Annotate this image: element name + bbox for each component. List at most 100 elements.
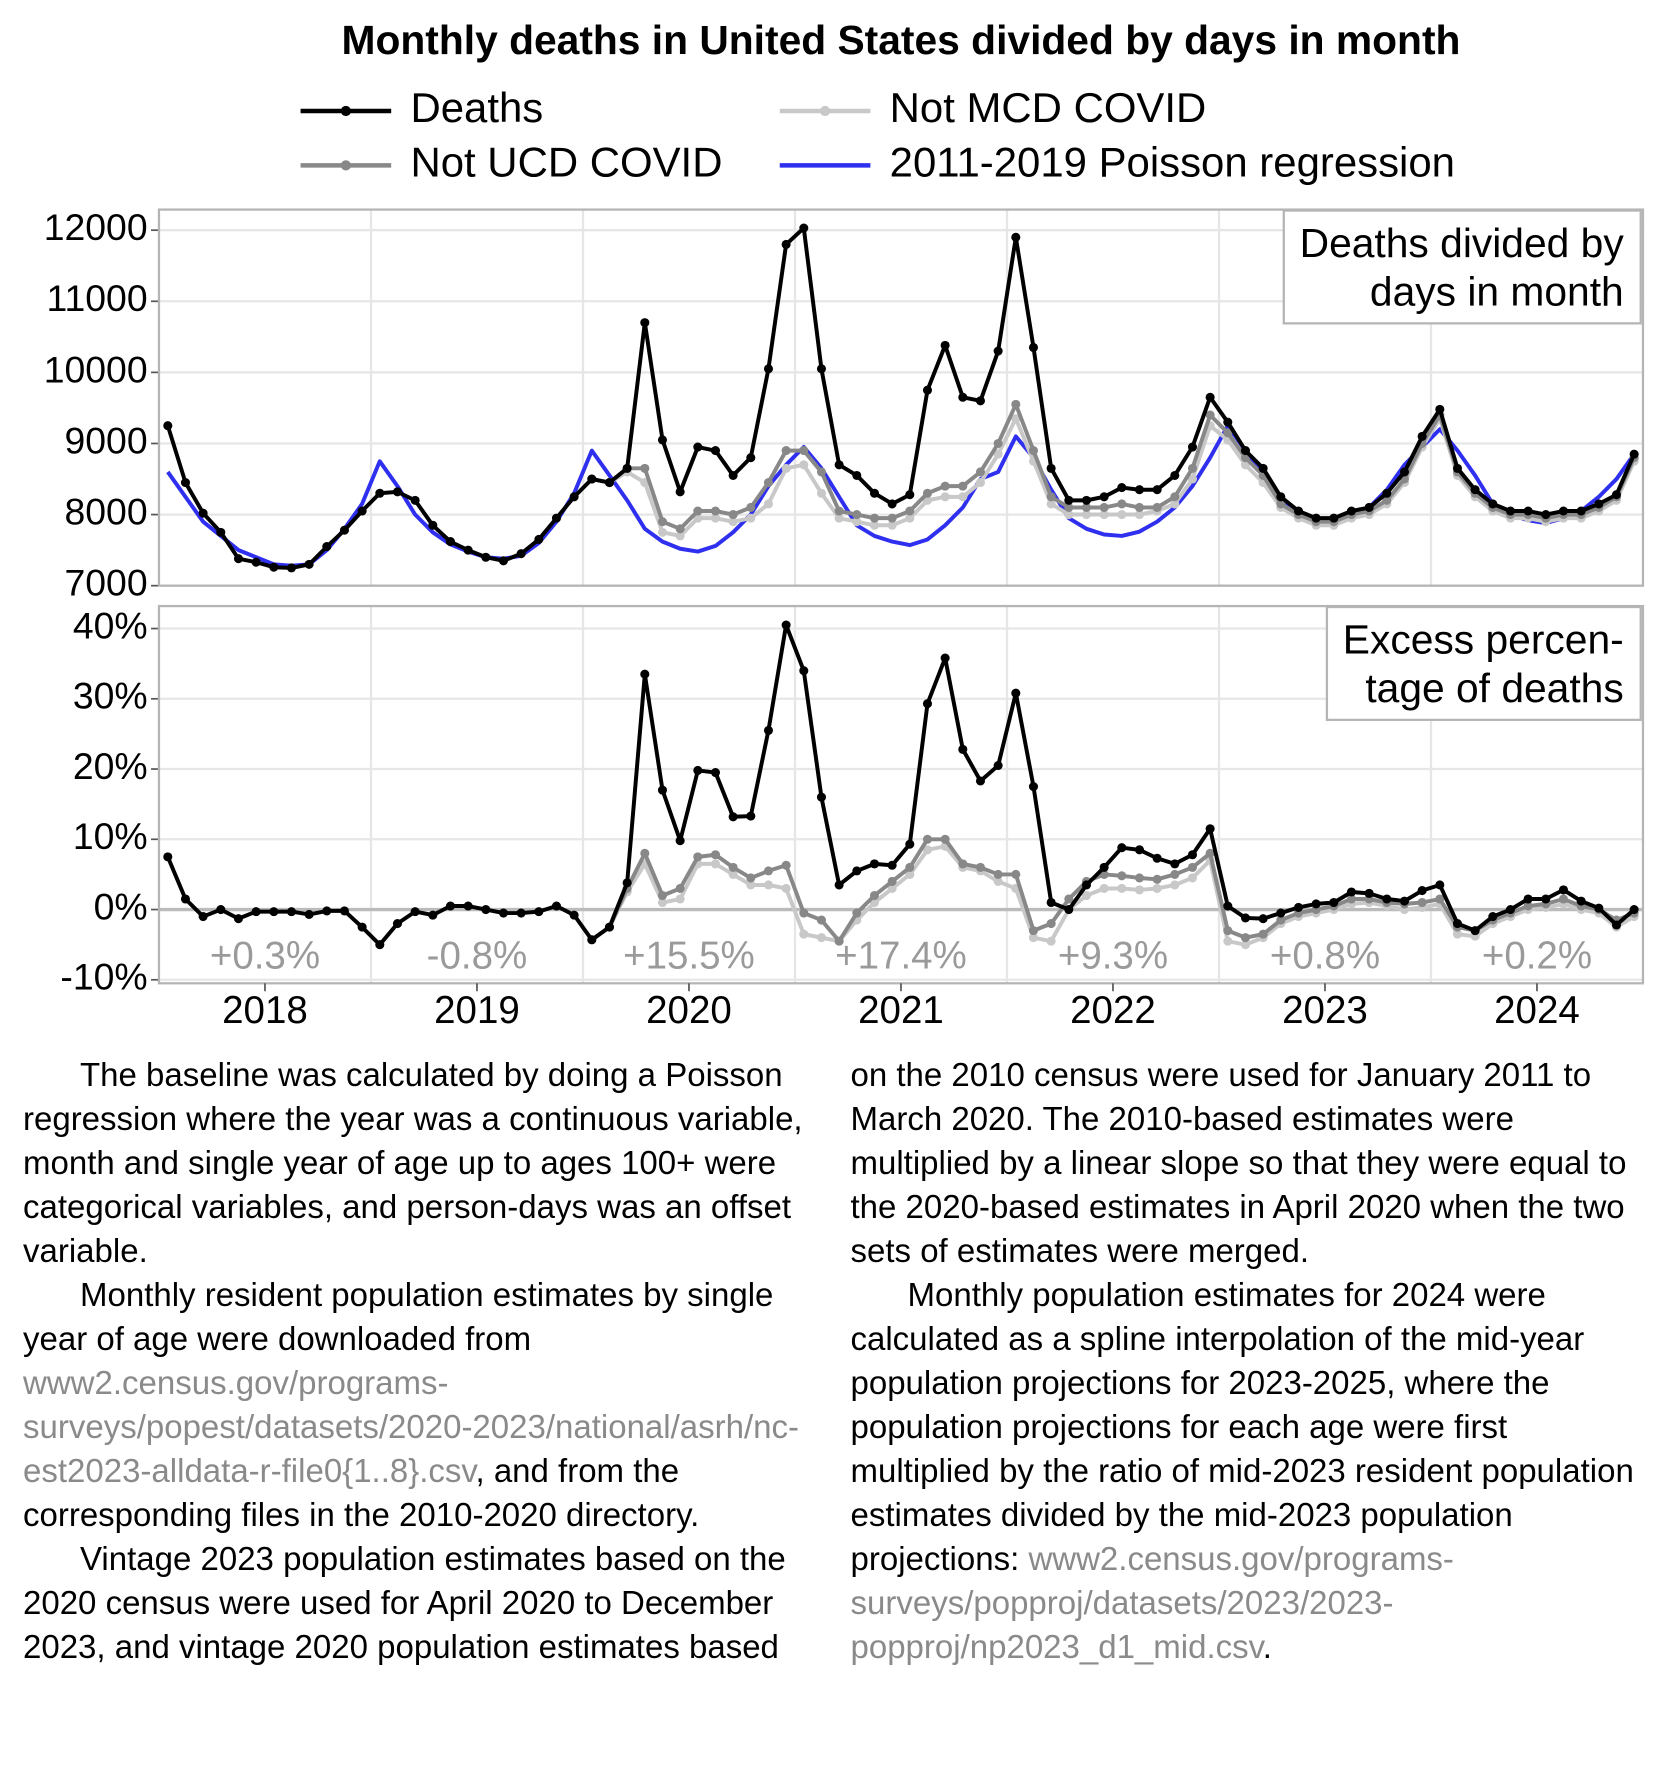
point — [622, 463, 632, 473]
point — [1046, 936, 1056, 946]
point — [922, 385, 933, 395]
text: , and from the corresponding files in th… — [23, 1452, 700, 1533]
point — [1064, 510, 1074, 520]
annotation: +0.2% — [1482, 935, 1592, 978]
point — [657, 435, 668, 445]
paragraph: Vintage 2023 population estimates based … — [23, 1053, 1650, 1669]
chart: Monthly deaths in United States divided … — [44, 17, 1645, 1032]
point — [445, 537, 455, 547]
point — [1152, 485, 1162, 495]
point — [834, 936, 844, 946]
point — [869, 520, 880, 530]
point — [286, 563, 296, 573]
point — [1594, 903, 1604, 913]
point — [1364, 888, 1374, 898]
point — [1117, 499, 1127, 509]
point — [1558, 506, 1569, 516]
point — [958, 492, 968, 502]
point — [746, 502, 756, 512]
point — [852, 517, 862, 527]
point — [1523, 506, 1533, 516]
notes: The baseline was calculated by doing a P… — [0, 1049, 1666, 1775]
point — [481, 905, 491, 915]
point — [304, 559, 314, 569]
point — [1488, 912, 1498, 922]
link: www2.census.gov/programs-surveys/popest/… — [23, 1364, 799, 1489]
point — [887, 520, 897, 530]
legend-label: Deaths — [410, 84, 543, 131]
text: Monthly population estimates for 2024 we… — [850, 1276, 1634, 1577]
point — [975, 776, 986, 786]
text: Monthly resident population estimates by… — [23, 1276, 774, 1357]
point — [1064, 894, 1074, 904]
panel-label-box — [1282, 209, 1642, 325]
point — [1417, 431, 1427, 441]
point — [1134, 845, 1145, 855]
point — [339, 525, 349, 535]
point — [1417, 886, 1427, 896]
point — [1170, 499, 1180, 509]
point — [428, 520, 438, 530]
point — [269, 562, 279, 572]
point — [1258, 463, 1268, 473]
point — [534, 907, 544, 917]
point — [763, 364, 774, 374]
series-line — [166, 423, 1636, 568]
point — [1011, 688, 1021, 698]
text: . — [1262, 1628, 1272, 1665]
panel-label-line: tage of deaths — [1365, 665, 1623, 711]
x-tick-label: 2020 — [646, 989, 732, 1032]
point — [1064, 905, 1074, 915]
point — [1629, 905, 1639, 915]
point — [1240, 933, 1251, 943]
point — [1276, 915, 1286, 925]
point — [1028, 342, 1039, 353]
point — [746, 873, 756, 883]
point — [1028, 926, 1039, 936]
point — [834, 460, 844, 470]
point — [1152, 853, 1162, 863]
point — [816, 467, 827, 477]
point — [1046, 492, 1056, 502]
point — [357, 506, 367, 516]
point — [1611, 920, 1622, 930]
point — [763, 880, 774, 890]
point — [1382, 495, 1392, 505]
point — [693, 765, 703, 775]
point — [993, 760, 1003, 771]
point — [1576, 896, 1586, 906]
point — [1223, 417, 1233, 427]
point — [905, 839, 915, 849]
point — [1240, 446, 1251, 456]
point — [1099, 502, 1109, 512]
point — [322, 906, 332, 916]
point — [1594, 499, 1604, 509]
point — [1134, 873, 1145, 883]
point — [940, 653, 950, 663]
point — [604, 922, 614, 932]
point — [852, 908, 862, 918]
point — [1223, 926, 1233, 936]
point — [693, 852, 703, 862]
point — [375, 940, 385, 950]
point — [993, 876, 1003, 886]
panel-label-line: Deaths divided by — [1300, 220, 1625, 266]
point — [587, 935, 597, 945]
point — [922, 488, 933, 498]
point — [1399, 896, 1410, 906]
point — [1576, 506, 1586, 516]
point — [975, 478, 986, 488]
point — [640, 318, 650, 328]
paragraph: The baseline was calculated by doing a P… — [23, 1053, 823, 1273]
point — [763, 499, 774, 509]
y-tick-label: 9000 — [64, 419, 147, 461]
point — [1152, 502, 1162, 512]
point — [657, 897, 668, 908]
point — [958, 481, 968, 491]
point — [410, 495, 420, 505]
point — [180, 894, 190, 904]
point — [1558, 885, 1569, 895]
point — [781, 883, 791, 893]
point — [1046, 897, 1056, 908]
point — [375, 488, 385, 498]
